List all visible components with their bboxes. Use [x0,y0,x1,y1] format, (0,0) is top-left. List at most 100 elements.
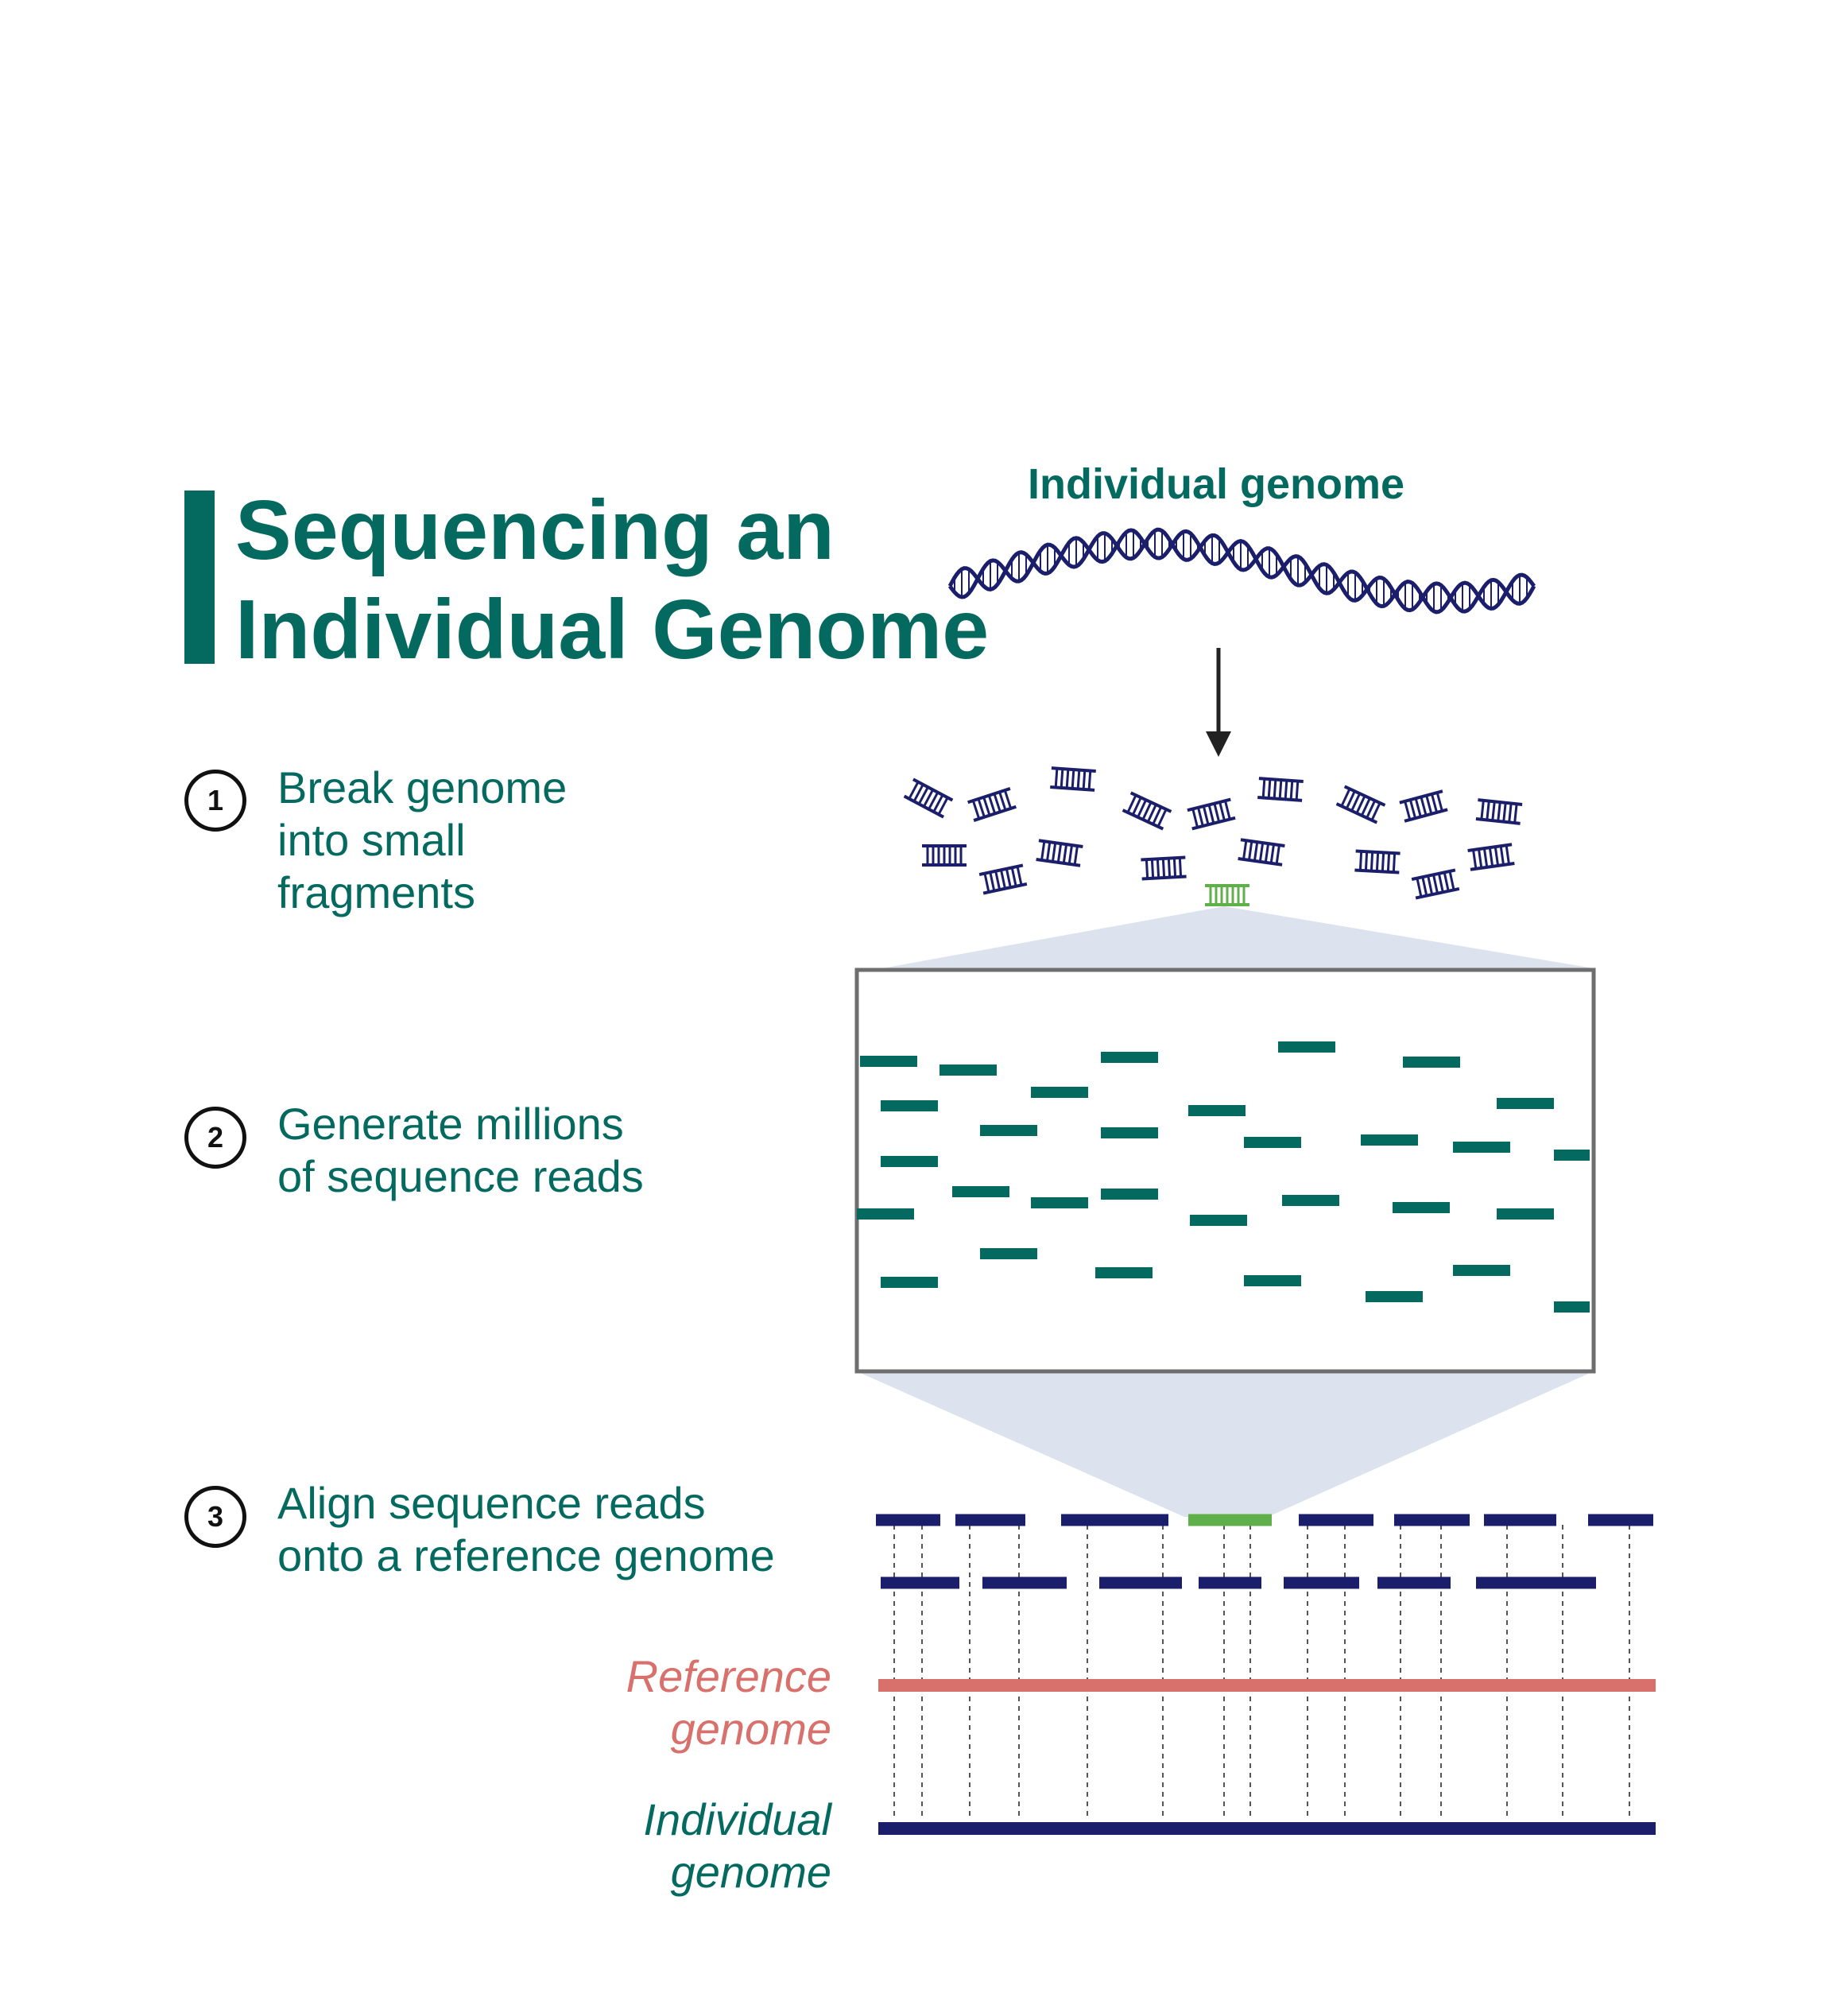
sequence-read [1101,1052,1158,1063]
fragment-rung [1010,867,1017,887]
fragment-rung [1358,851,1363,871]
fragment-rung [1167,858,1172,878]
fragment-rung [1275,844,1280,865]
dna-helix-icon [947,527,1536,615]
reference-label-line-2: genome [670,1704,831,1754]
dna-fragment [967,787,1017,822]
fragment-rung [1082,770,1087,790]
title-line-2: Individual Genome [235,583,990,677]
fragment-rung [989,871,996,891]
sequence-reads [857,1041,1590,1313]
fragment-rung [1056,843,1063,863]
sequence-read [1244,1275,1301,1286]
fragment-rung [1284,780,1288,800]
title-line-1: Sequencing an [235,483,835,577]
fragment-rung [1067,844,1074,865]
sequence-read [1554,1150,1590,1161]
fragment-rung [1000,869,1006,890]
fragment-rung [1350,793,1362,812]
step-1-line-2: into small [277,815,466,865]
fragment-rung [1472,849,1478,870]
fragment-rung [1213,803,1221,823]
dna-fragment [1335,785,1386,824]
fragment-rung [912,784,924,802]
fragment-rung [1267,778,1272,799]
fragment-rung [1370,851,1374,871]
fragment-rung [1486,801,1490,820]
dna-fragment [1122,791,1172,831]
fragment-rung [1258,842,1265,863]
sequence-read [1188,1105,1246,1116]
sequence-read [860,1056,917,1067]
sequence-read [1393,1202,1450,1213]
dna-fragment [1257,777,1304,802]
fragment-strand [1122,809,1164,831]
fragment-rung [1491,801,1496,821]
fragment-rung [1425,795,1433,815]
fragment-rung [1437,873,1444,893]
fragment-rung [928,791,939,810]
arrow-down-icon [1206,731,1231,757]
fragment-rung [1494,846,1500,867]
fragment-rung [1150,859,1155,878]
fragment-rung [1076,770,1081,789]
sequence-read [881,1156,938,1167]
dna-fragment [1475,798,1523,825]
fragment-rung [1289,780,1294,801]
fragment-rung [1443,872,1450,892]
sequence-read [881,1277,938,1288]
sequence-read [1554,1301,1590,1313]
highlighted-fragment [1205,884,1249,906]
fragment-strand [1478,798,1523,806]
fragment-strand [973,805,1017,822]
fragment-rung [994,871,1001,890]
step-2-line-2: of sequence reads [277,1151,644,1201]
sequence-read [881,1100,938,1111]
fragment-rung [908,781,920,800]
fragment-rung [1141,801,1153,820]
fragment-rung [1218,801,1226,821]
sequence-read [1095,1267,1153,1278]
fragment-rung [1355,795,1366,814]
step-2-text: Generate millions of sequence reads [277,1098,644,1203]
sequence-read [1282,1195,1339,1206]
fragment-rung [1386,852,1391,872]
fragment-strand [903,794,945,819]
sequence-read [1497,1098,1554,1109]
fragment-rung [1435,792,1443,812]
fragment-rung [1161,858,1166,878]
step-3-line-1: Align sequence reads [277,1478,706,1528]
sequence-read [1453,1265,1510,1276]
fragment-rung [1508,803,1513,823]
fragment-rung [1045,841,1052,862]
fragment-rung [1087,770,1092,790]
fragment-rung [1191,809,1199,828]
fragment-rung [982,797,991,816]
sequence-read [1361,1134,1418,1146]
fragment-rung [1247,840,1253,861]
fragment-rung [1502,802,1507,822]
sequence-read [1031,1197,1088,1208]
fragment-rung [1242,840,1248,860]
helix-strand-a [947,527,1536,614]
fragment-rung [1152,806,1163,825]
sequence-read [939,1064,997,1076]
fragment-rung [1253,841,1259,862]
fragment-strand [978,863,1024,877]
fragment-strand [1415,886,1460,900]
individual-label-line-1: Individual [643,1794,831,1844]
sequence-read [1453,1142,1510,1153]
fragment-rung [1360,797,1371,816]
step-3-number: 3 [184,1486,246,1548]
fragment-rung [1488,847,1494,867]
sequence-read [1101,1189,1158,1200]
fragment-rung [1497,801,1501,822]
dna-fragment [922,844,967,867]
fragment-rung [1404,801,1412,820]
fragment-rung [932,794,944,812]
sequence-read [857,1208,914,1220]
fragment-rung [1051,842,1057,863]
fragment-rung [1131,797,1142,816]
fragment-rung [1414,797,1422,817]
